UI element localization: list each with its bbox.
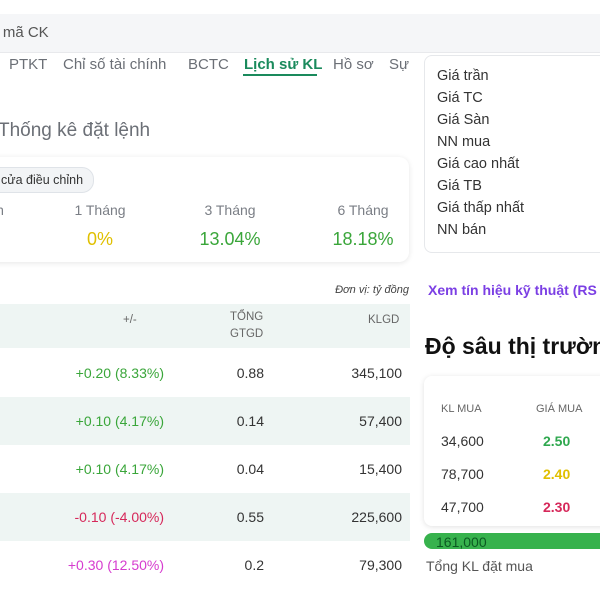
cell-gtgd: 0.88 — [236, 365, 264, 381]
cell-gtgd: 0.55 — [236, 509, 264, 525]
cell-gtgd: 0.04 — [236, 461, 264, 477]
cell-klgd: 345,100 — [351, 365, 402, 381]
header-gtgd-line2: GTGD — [230, 328, 264, 340]
legend-gia-tran: Giá trần — [437, 68, 489, 84]
table-row: -0.10 (-4.00%) 0.55 225,600 — [0, 493, 410, 541]
legend-nn-ban: NN bán — [437, 222, 487, 238]
search-input[interactable]: ìm mã CK — [0, 24, 49, 41]
cell-klgd: 225,600 — [351, 509, 402, 525]
tab-bctc[interactable]: BCTC — [188, 56, 229, 73]
cell-klgd: 57,400 — [359, 413, 402, 429]
legend-gia-thap-nhat: Giá thấp nhất — [437, 200, 525, 216]
cell-klgd: 15,400 — [359, 461, 402, 477]
cell-klgd: 79,300 — [359, 557, 402, 573]
depth-gia-mua: 2.30 — [543, 499, 571, 515]
market-depth-card — [424, 376, 600, 526]
header-gtgd-line1: TỔNG — [230, 311, 264, 323]
active-tab-indicator — [243, 74, 317, 76]
technical-signal-link[interactable]: Xem tín hiệu kỹ thuật (RS — [428, 282, 597, 298]
header-change: +/- — [123, 314, 137, 326]
cell-gtgd: 0.2 — [244, 557, 264, 573]
table-header: +/- TỔNG GTGD KLGD — [0, 304, 410, 348]
table-row: +0.20 (8.33%) 0.88 345,100 — [0, 349, 410, 397]
unit-note: Đơn vị: tỷ đồng — [335, 284, 409, 296]
cell-gtgd: 0.14 — [236, 413, 264, 429]
cell-change: +0.10 (4.17%) — [75, 413, 164, 429]
table-row: +0.30 (12.50%) 0.2 79,300 — [0, 541, 410, 589]
total-buy-volume-value: 161,000 — [436, 534, 487, 550]
depth-kl-mua: 78,700 — [441, 466, 484, 482]
table-row: +0.10 (4.17%) 0.14 57,400 — [0, 397, 410, 445]
market-depth-title: Độ sâu thị trườn — [425, 333, 600, 359]
chart-legend-panel: Giá trần Giá TC Giá Sàn NN mua Giá cao n… — [424, 55, 600, 253]
tab-ho-so[interactable]: Hồ sơ — [333, 56, 374, 73]
cell-change: +0.10 (4.17%) — [75, 461, 164, 477]
depth-kl-mua: 47,700 — [441, 499, 484, 515]
legend-gia-tb: Giá TB — [437, 178, 482, 194]
section-title: Thống kê đặt lệnh — [0, 120, 151, 141]
legend-gia-san: Giá Sàn — [437, 112, 490, 128]
tab-chi-so-tai-chinh[interactable]: Chỉ số tài chính — [63, 56, 167, 73]
total-buy-volume-bar — [424, 533, 600, 549]
legend-gia-tc: Giá TC — [437, 90, 483, 106]
search-bar[interactable]: ìm mã CK — [0, 14, 600, 53]
depth-gia-mua: 2.50 — [543, 433, 571, 449]
header-gia-mua: GIÁ MUA — [536, 403, 583, 415]
header-kl-mua: KL MUA — [441, 403, 482, 415]
cell-change: +0.20 (8.33%) — [75, 365, 164, 381]
depth-kl-mua: 34,600 — [441, 433, 484, 449]
cell-change: +0.30 (12.50%) — [67, 557, 164, 573]
tab-su-kien[interactable]: Sự — [389, 56, 410, 73]
period-label-1m: 1 Tháng — [74, 202, 126, 218]
legend-gia-cao-nhat: Giá cao nhất — [437, 156, 520, 172]
legend-nn-mua: NN mua — [437, 134, 491, 150]
period-label-6m: 6 Tháng — [337, 202, 389, 218]
tab-lich-su-kl[interactable]: Lịch sử KL — [244, 56, 323, 73]
table-row: +0.10 (4.17%) 0.04 15,400 — [0, 445, 410, 493]
period-value-1m: 0% — [86, 229, 113, 249]
depth-gia-mua: 2.40 — [543, 466, 571, 482]
tab-bar: PTKT Chỉ số tài chính BCTC Lịch sử KL Hồ… — [0, 52, 412, 82]
period-label-partial: h — [0, 202, 45, 218]
tab-ptkt[interactable]: PTKT — [9, 56, 48, 73]
period-value-3m: 13.04% — [199, 229, 261, 249]
cell-change: -0.10 (-4.00%) — [74, 509, 164, 525]
period-filter-pill[interactable]: cửa điều chỉnh — [0, 167, 95, 193]
period-label-3m: 3 Tháng — [204, 202, 256, 218]
period-value-6m: 18.18% — [332, 229, 394, 249]
header-klgd: KLGD — [368, 314, 400, 326]
total-buy-volume-label: Tổng KL đặt mua — [426, 558, 533, 574]
